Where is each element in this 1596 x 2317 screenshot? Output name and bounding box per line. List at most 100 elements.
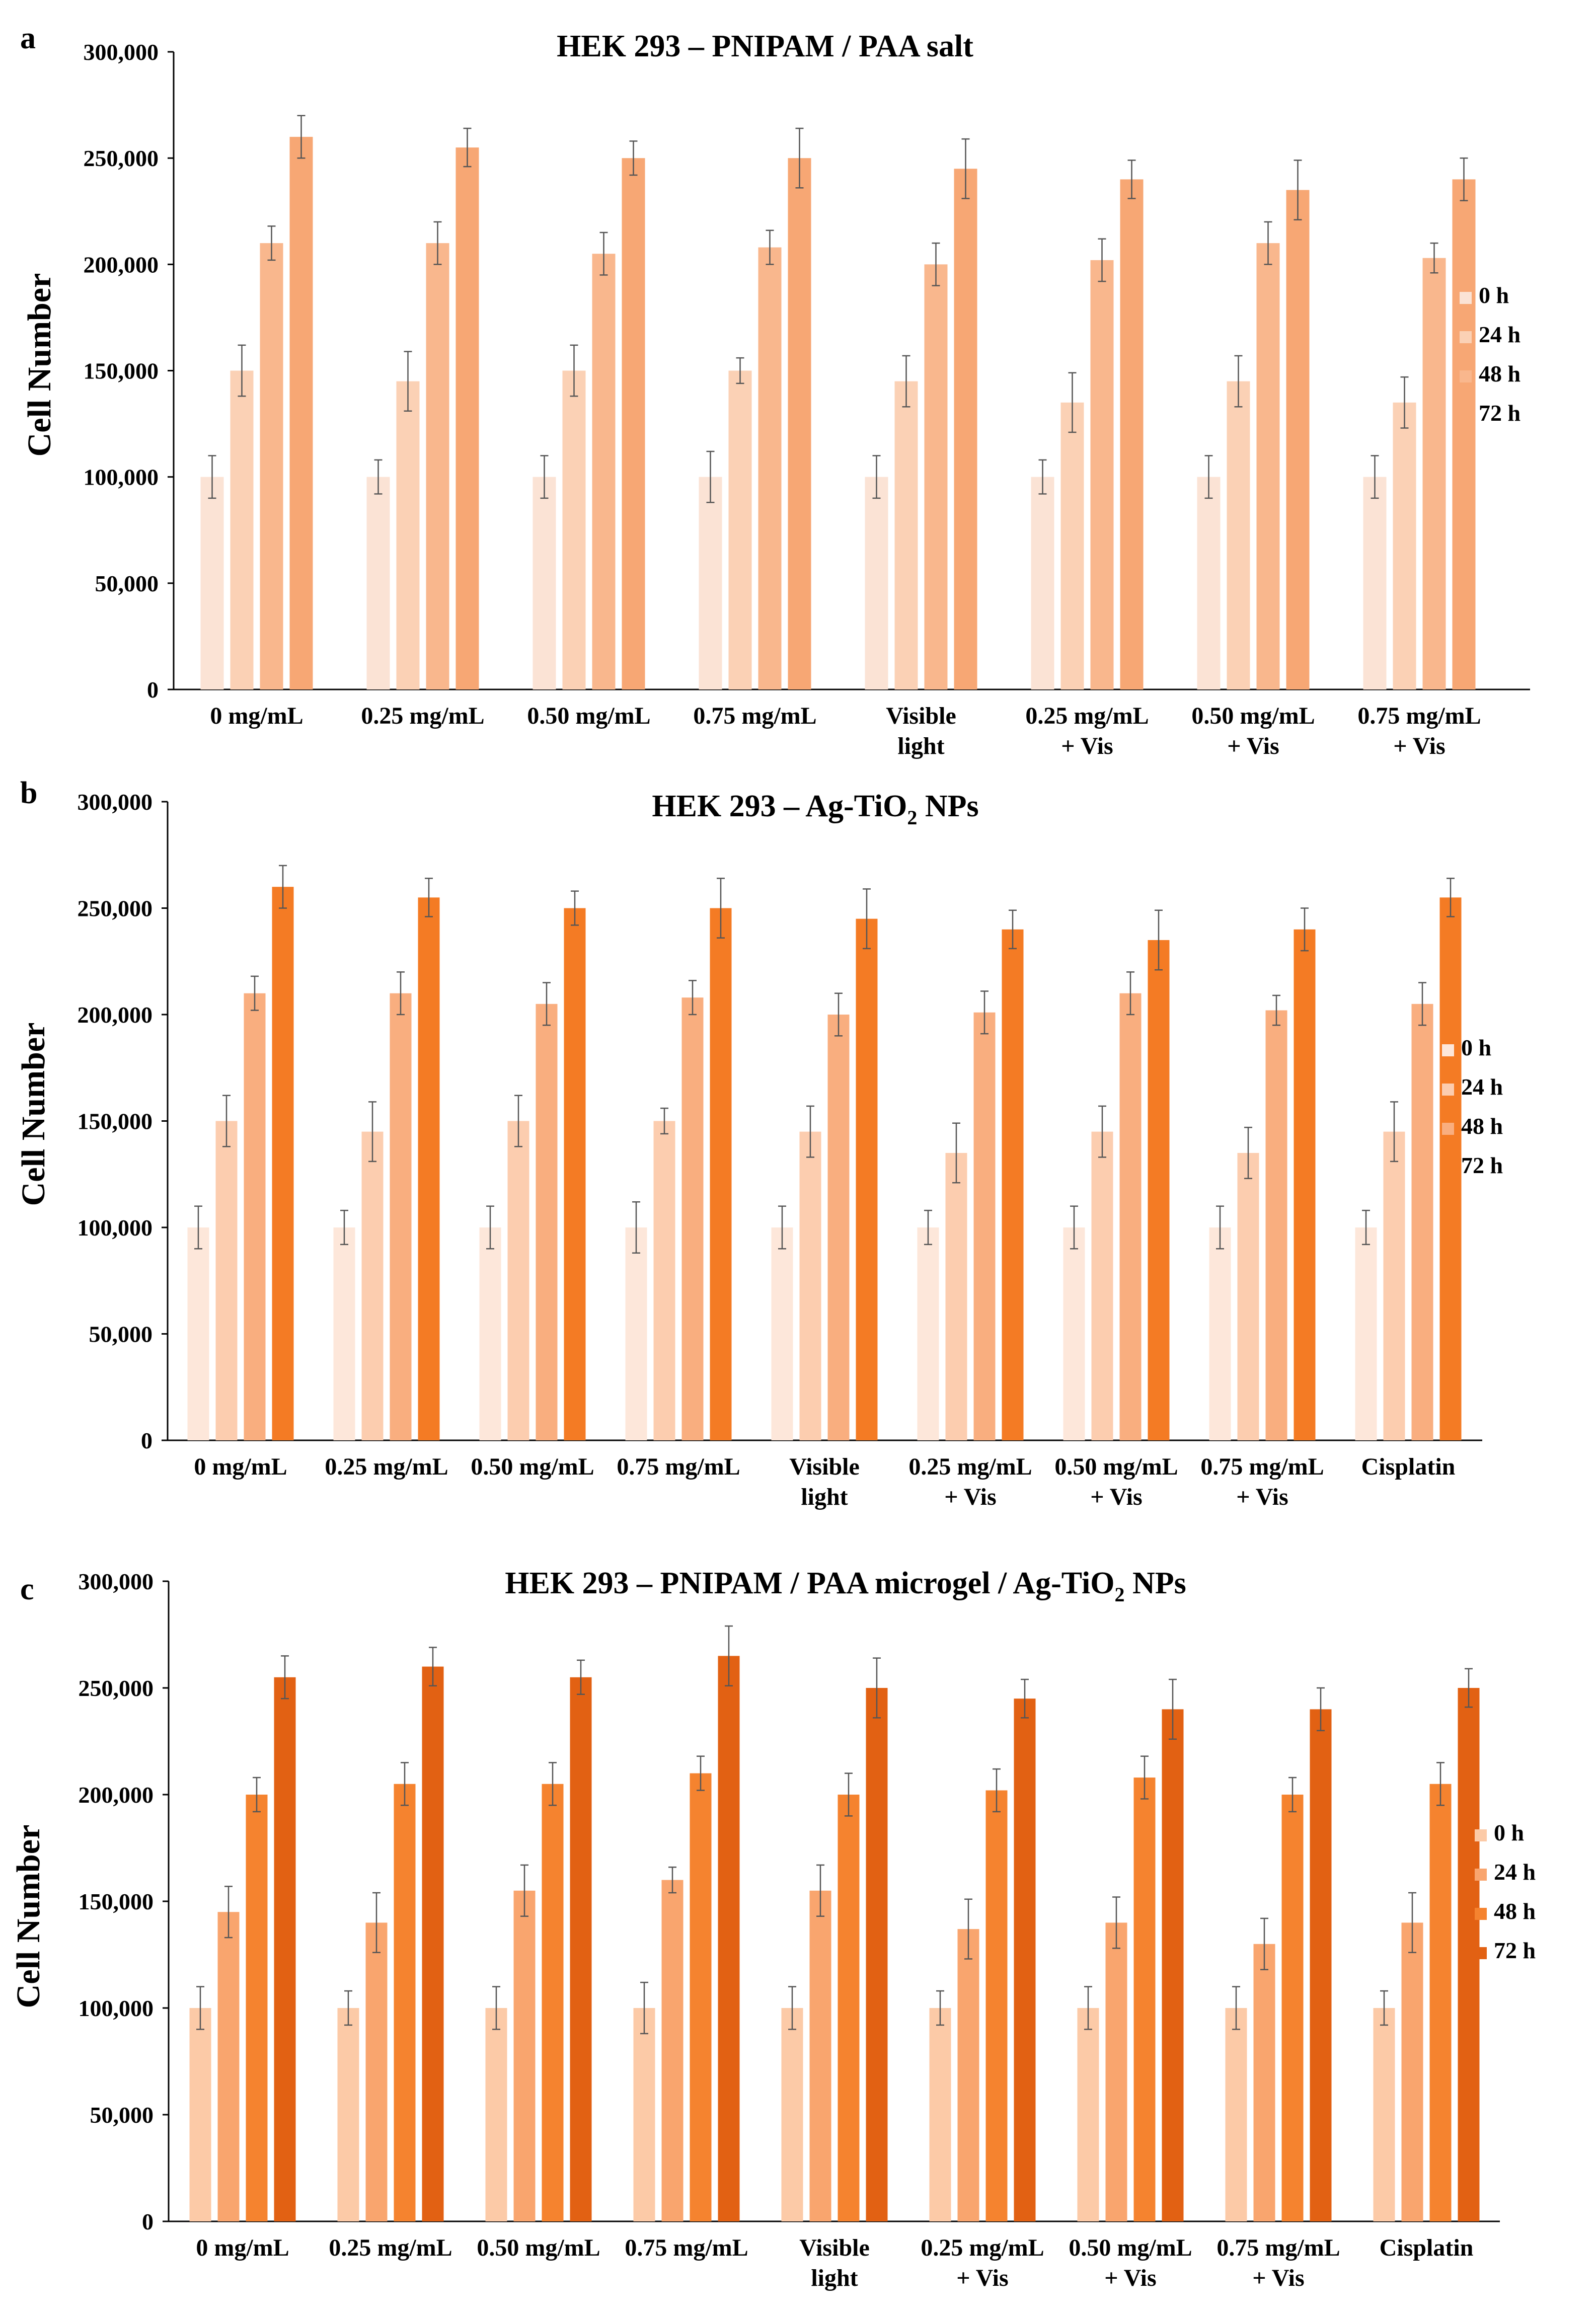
panel-c-title-suffix: NPs bbox=[1124, 1566, 1186, 1600]
y-tick-label: 0 bbox=[147, 677, 159, 703]
bar-48h-0 bbox=[244, 993, 266, 1440]
panel-b-title: HEK 293 – Ag-TiO2 NPs bbox=[652, 789, 978, 829]
bar-24h-2 bbox=[562, 370, 586, 689]
bar-48h-8 bbox=[1429, 1784, 1452, 2221]
bar-24h-6 bbox=[1091, 1131, 1113, 1440]
panel-b-error-bars bbox=[194, 865, 1455, 1254]
legend-label: 48 h bbox=[1479, 361, 1521, 387]
bar-72h-4 bbox=[866, 1688, 888, 2221]
legend-swatch bbox=[1442, 1123, 1454, 1135]
bar-24h-4 bbox=[809, 1890, 831, 2221]
bar-0h-2 bbox=[479, 1227, 501, 1440]
y-tick-label: 250,000 bbox=[79, 1675, 154, 1701]
legend-label: 0 h bbox=[1494, 1820, 1524, 1845]
bar-48h-0 bbox=[246, 1795, 268, 2221]
panel-c-legend: 0 h 24 h 48 h 72 h bbox=[1475, 1820, 1536, 1963]
bar-24h-8 bbox=[1401, 1922, 1423, 2221]
y-tick-label: 300,000 bbox=[84, 39, 159, 65]
panel-c-y-ticks: 0 50,000 100,000 150,000 200,000 250,000 300,0… bbox=[79, 1569, 169, 2234]
category-label: Visible bbox=[799, 2234, 870, 2261]
panel-a-letter: a bbox=[20, 21, 36, 55]
panel-b-title-suffix: NPs bbox=[917, 789, 978, 823]
bar-0h-4 bbox=[771, 1227, 793, 1440]
bar-0h-0 bbox=[187, 1227, 209, 1440]
panel-b-bars bbox=[187, 887, 1462, 1440]
panel-c-title-main: HEK 293 – PNIPAM / PAA microgel / Ag-TiO bbox=[505, 1566, 1114, 1600]
bar-48h-3 bbox=[758, 247, 782, 690]
bar-48h-8 bbox=[1411, 1003, 1433, 1440]
legend-label: 24 h bbox=[1479, 322, 1521, 347]
bar-0h-3 bbox=[625, 1227, 647, 1440]
category-label: + Vis bbox=[1090, 1484, 1142, 1510]
bar-0h-6 bbox=[1077, 2008, 1099, 2221]
legend-label: 72 h bbox=[1494, 1938, 1536, 1963]
bar-48h-2 bbox=[542, 1784, 564, 2221]
bar-24h-4 bbox=[894, 381, 918, 689]
bar-48h-6 bbox=[1119, 993, 1142, 1440]
bar-0h-3 bbox=[633, 2008, 655, 2221]
category-label: 0.50 mg/mL bbox=[1069, 2234, 1192, 2261]
bar-48h-0 bbox=[260, 243, 283, 690]
bar-72h-0 bbox=[289, 136, 313, 689]
y-tick-label: 100,000 bbox=[84, 465, 159, 490]
bar-0h-6 bbox=[1063, 1227, 1085, 1440]
y-tick-label: 250,000 bbox=[78, 896, 153, 921]
legend-swatch bbox=[1460, 292, 1472, 304]
bar-0h-5 bbox=[917, 1227, 939, 1440]
bar-24h-7 bbox=[1253, 1944, 1275, 2221]
category-label: Visible bbox=[789, 1453, 860, 1480]
bar-0h-2 bbox=[485, 2008, 507, 2221]
category-label: 0.25 mg/mL bbox=[361, 703, 484, 729]
bar-0h-4 bbox=[781, 2008, 803, 2221]
bar-24h-2 bbox=[513, 1890, 536, 2221]
category-label: + Vis bbox=[1252, 2265, 1304, 2291]
category-label: 0 mg/mL bbox=[196, 2234, 289, 2261]
bar-48h-1 bbox=[394, 1784, 416, 2221]
bar-48h-2 bbox=[536, 1003, 558, 1440]
bar-72h-6 bbox=[1162, 1709, 1184, 2221]
panel-a-y-axis-label: Cell Number bbox=[21, 273, 58, 457]
bar-24h-8 bbox=[1383, 1131, 1405, 1440]
y-tick-label: 300,000 bbox=[79, 1569, 154, 1594]
bar-48h-6 bbox=[1256, 243, 1280, 690]
panel-c-title-subscript: 2 bbox=[1114, 1583, 1124, 1606]
legend-label: 24 h bbox=[1461, 1074, 1503, 1100]
bar-48h-7 bbox=[1281, 1795, 1304, 2221]
bar-48h-7 bbox=[1422, 258, 1446, 689]
bar-24h-5 bbox=[957, 1929, 979, 2221]
bar-72h-7 bbox=[1310, 1709, 1332, 2221]
bar-24h-0 bbox=[217, 1912, 240, 2221]
legend-swatch bbox=[1442, 1084, 1454, 1096]
legend-label: 0 h bbox=[1479, 282, 1509, 308]
category-label: 0.75 mg/mL bbox=[1357, 703, 1481, 729]
panel-b-legend: 0 h 24 h 48 h 72 h bbox=[1442, 1035, 1503, 1178]
category-label: 0.75 mg/mL bbox=[1200, 1453, 1324, 1480]
category-label: + Vis bbox=[1236, 1484, 1288, 1510]
panel-a-error-bars bbox=[208, 115, 1468, 503]
bar-72h-0 bbox=[274, 1677, 296, 2221]
y-tick-label: 150,000 bbox=[84, 358, 159, 384]
panel-c-category-labels: 0 mg/mL 0.25 mg/mL 0.50 mg/mL 0.75 mg/mL Vis… bbox=[196, 2234, 1473, 2291]
category-label: + Vis bbox=[944, 1484, 996, 1510]
legend-swatch bbox=[1475, 1829, 1487, 1841]
y-tick-label: 50,000 bbox=[90, 2102, 154, 2128]
panel-b-title-main: HEK 293 – Ag-TiO bbox=[652, 789, 907, 823]
bar-72h-5 bbox=[1002, 929, 1024, 1440]
bar-72h-6 bbox=[1286, 190, 1310, 689]
panel-c-error-bars bbox=[196, 1625, 1473, 2035]
panel-a-title: HEK 293 – PNIPAM / PAA salt bbox=[557, 29, 973, 63]
bar-24h-2 bbox=[507, 1121, 529, 1440]
y-tick-label: 100,000 bbox=[78, 1215, 153, 1241]
legend-label: 72 h bbox=[1479, 400, 1521, 426]
panel-c-letter: c bbox=[20, 1572, 34, 1606]
bar-48h-5 bbox=[985, 1790, 1008, 2221]
bar-72h-1 bbox=[455, 147, 479, 689]
bar-24h-0 bbox=[230, 370, 254, 689]
category-label: 0.50 mg/mL bbox=[477, 2234, 600, 2261]
y-tick-label: 300,000 bbox=[78, 789, 153, 815]
bar-72h-4 bbox=[856, 918, 878, 1440]
legend-label: 48 h bbox=[1461, 1113, 1503, 1139]
panel-c-axis-lines bbox=[168, 1581, 1500, 2222]
bar-48h-7 bbox=[1265, 1010, 1287, 1440]
